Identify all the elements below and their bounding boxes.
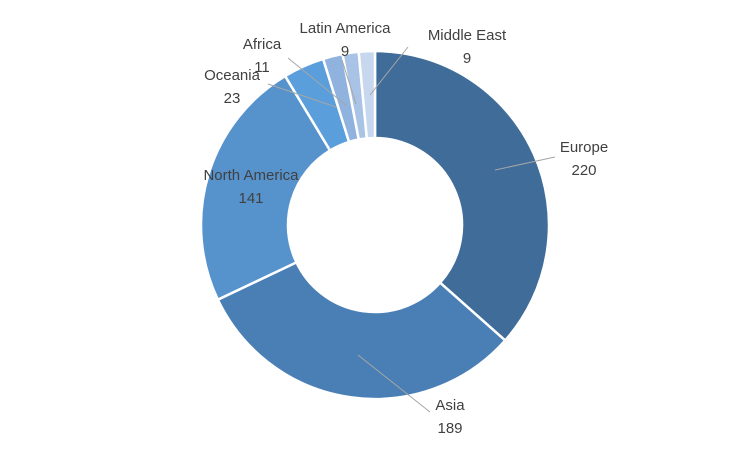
value-label: 11 [254, 59, 270, 76]
leader-line [267, 83, 337, 108]
category-label: North America [203, 167, 299, 184]
donut-slice [216, 260, 507, 401]
value-label: 23 [224, 90, 241, 107]
leader-line [494, 156, 556, 171]
category-label: Africa [243, 36, 282, 53]
category-label: Europe [560, 139, 608, 156]
value-label: 189 [437, 420, 462, 437]
donut-slice [357, 49, 377, 140]
leader-line [287, 57, 348, 107]
leader-line [341, 59, 357, 105]
value-label: 9 [341, 43, 349, 60]
leader-line [369, 46, 409, 96]
category-label: Middle East [428, 27, 507, 44]
leader-line [357, 354, 431, 413]
donut-slice [373, 49, 551, 343]
category-label: Latin America [300, 20, 392, 37]
category-label: Asia [435, 397, 465, 414]
value-label: 9 [463, 50, 471, 67]
value-label: 141 [238, 190, 263, 207]
category-label: Oceania [204, 67, 261, 84]
value-label: 220 [571, 162, 596, 179]
